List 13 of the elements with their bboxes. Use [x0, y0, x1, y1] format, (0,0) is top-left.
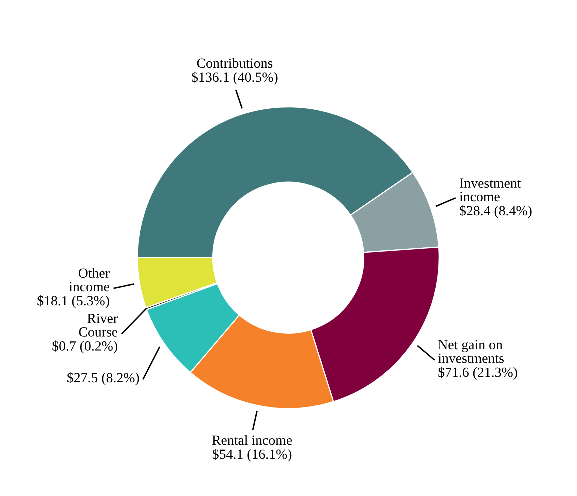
slice-label: River Course — [79, 314, 118, 337]
data-label: $0.7 (0.2%) — [52, 340, 118, 354]
data-label: $54.1 (16.1%) — [212, 448, 292, 462]
data-label: $28.4 (8.4%) — [460, 205, 532, 218]
data-label: $18.1 (5.3%) — [38, 295, 110, 308]
slice-label: Contributions — [197, 58, 273, 68]
data-label: $71.6 (21.3%) — [438, 367, 518, 380]
slice-label: Rental income — [212, 435, 292, 446]
slice-label: Other income — [69, 268, 110, 292]
data-label: $136.1 (40.5%) — [192, 72, 278, 85]
slice-label: Investment income — [460, 178, 522, 202]
data-label: $27.5 (8.2%) — [68, 372, 140, 386]
slice-label: Net gain on investments — [438, 340, 504, 364]
